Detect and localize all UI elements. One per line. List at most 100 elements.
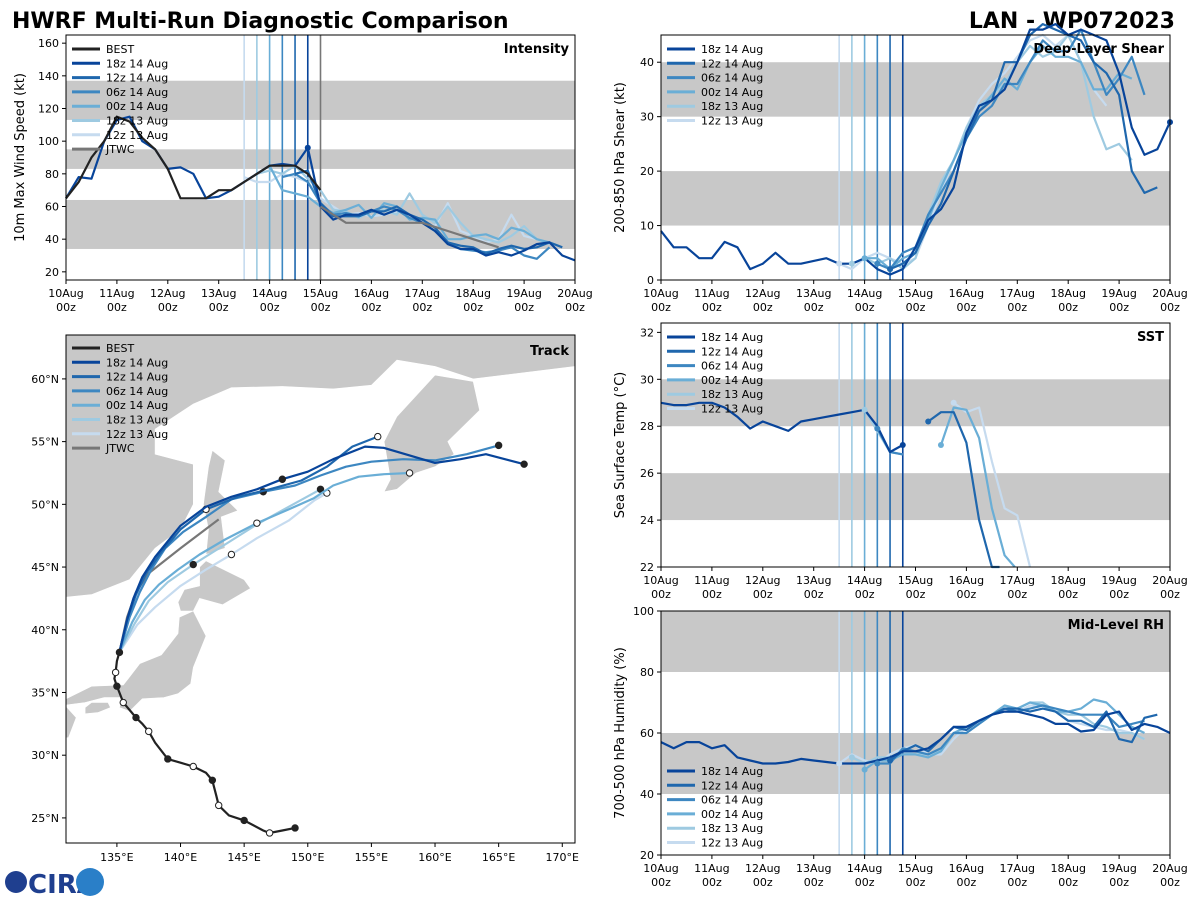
best-track-point [132, 713, 140, 722]
x-tick-label: 12Aug [150, 287, 185, 300]
x-tick-sublabel: 00z [1007, 301, 1027, 314]
legend-label: 00z 14 Aug [106, 399, 168, 412]
x-tick-sublabel: 00z [1160, 301, 1180, 314]
x-tick-sublabel: 00z [56, 301, 76, 314]
legend-label: 12z 14 Aug [701, 779, 763, 792]
x-tick-label: 13Aug [796, 862, 831, 875]
x-tick-label: 16Aug [949, 287, 984, 300]
legend-label: 06z 14 Aug [106, 86, 168, 99]
x-tick-sublabel: 00z [1109, 876, 1129, 889]
x-tick-label: 14Aug [847, 574, 882, 587]
track-point-5 [227, 550, 236, 559]
x-tick-sublabel: 00z [412, 301, 432, 314]
track-point-0 [520, 460, 528, 468]
legend-label: 18z 13 Aug [701, 822, 763, 835]
init-marker-4 [861, 406, 868, 413]
best-track-point [164, 755, 172, 763]
x-tick-label: 18Aug [455, 287, 490, 300]
legend-label: 18z 13 Aug [106, 414, 168, 427]
end-marker [899, 442, 906, 448]
init-marker-5 [836, 260, 843, 267]
x-tick-sublabel: 00z [158, 301, 178, 314]
track-point-4 [189, 560, 197, 569]
series-line-3 [863, 698, 1145, 771]
legend-label: 00z 14 Aug [106, 100, 168, 113]
legend-label: 18z 14 Aug [106, 57, 168, 70]
y-axis-label: Sea Surface Temp (°C) [613, 372, 628, 519]
y-tick-label: 40 [45, 233, 59, 246]
x-tick-sublabel: 00z [1058, 301, 1078, 314]
y-tick-label: 30 [640, 111, 654, 124]
y-tick-label: 20 [640, 849, 654, 862]
x-tick-sublabel: 00z [804, 588, 824, 601]
x-tick-sublabel: 00z [1058, 588, 1078, 601]
lat-tick-label: 55°N [31, 436, 59, 449]
x-tick-sublabel: 00z [753, 301, 773, 314]
init-marker-2 [874, 425, 881, 432]
legend-label: 00z 14 Aug [701, 86, 763, 99]
figure-title: HWRF Multi-Run Diagnostic Comparison [12, 9, 509, 34]
lon-tick-label: 160°E [418, 851, 451, 864]
logo-badge-icon [76, 868, 104, 896]
best-track-point [265, 829, 274, 837]
x-tick-sublabel: 00z [702, 876, 722, 889]
x-tick-sublabel: 00z [463, 301, 483, 314]
track-line-3 [118, 471, 410, 653]
x-tick-sublabel: 00z [906, 588, 926, 601]
init-marker-3 [937, 442, 944, 448]
legend-label: 12z 13 Aug [701, 403, 763, 416]
x-tick-sublabel: 00z [651, 301, 671, 314]
x-tick-sublabel: 00z [209, 301, 229, 314]
track-point-1 [374, 432, 382, 441]
series-line-3 [864, 44, 1133, 271]
x-tick-sublabel: 00z [1109, 301, 1129, 314]
y-tick-label: 20 [640, 165, 654, 178]
land-mass [177, 560, 251, 612]
best-track-point [111, 668, 120, 677]
x-tick-label: 12Aug [745, 574, 780, 587]
x-tick-label: 15Aug [898, 574, 933, 587]
legend-label: 18z 14 Aug [701, 765, 763, 778]
y-tick-label: 60 [45, 201, 59, 214]
init-marker-5 [836, 760, 843, 767]
shaded-band [661, 611, 1170, 672]
legend-label: 12z 13 Aug [106, 428, 168, 441]
init-marker-4 [848, 754, 855, 761]
land-mass [383, 374, 480, 493]
y-axis-label: 10m Max Wind Speed (kt) [13, 73, 28, 242]
init-marker-1 [887, 757, 894, 764]
shaded-band [661, 379, 1170, 427]
x-tick-label: 10Aug [643, 862, 678, 875]
x-tick-label: 19Aug [1101, 574, 1136, 587]
panel-rh: 2040608010010Aug00z11Aug00z12Aug00z13Aug… [613, 605, 1188, 889]
legend-label: 18z 14 Aug [701, 331, 763, 344]
legend-label: 06z 14 Aug [701, 360, 763, 373]
legend-label: JTWC [105, 442, 135, 455]
panel-title: Intensity [504, 42, 570, 57]
y-axis-label: 200-850 hPa Shear (kt) [613, 82, 628, 233]
y-tick-label: 22 [640, 561, 654, 574]
y-tick-label: 140 [38, 70, 59, 83]
legend-label: 12z 14 Aug [106, 371, 168, 384]
x-tick-label: 13Aug [201, 287, 236, 300]
jtwc-line [319, 205, 499, 249]
series-line-4 [256, 164, 550, 246]
y-tick-label: 100 [633, 605, 654, 618]
y-tick-label: 60 [640, 727, 654, 740]
legend-label: BEST [106, 342, 134, 355]
init-marker-5 [950, 399, 957, 406]
x-tick-label: 19Aug [1101, 287, 1136, 300]
legend-label: 12z 14 Aug [701, 345, 763, 358]
track-line-5 [118, 492, 328, 653]
x-tick-label: 18Aug [1050, 574, 1085, 587]
x-tick-sublabel: 00z [260, 301, 280, 314]
panel-title: Deep-Layer Shear [1033, 42, 1164, 57]
init-marker-1 [925, 418, 932, 425]
chart-layer: 2040608010012014016010Aug00z11Aug00z12Au… [13, 23, 1188, 889]
best-track-point [113, 682, 121, 690]
x-tick-label: 11Aug [694, 287, 729, 300]
x-tick-sublabel: 00z [804, 876, 824, 889]
x-tick-label: 12Aug [745, 862, 780, 875]
